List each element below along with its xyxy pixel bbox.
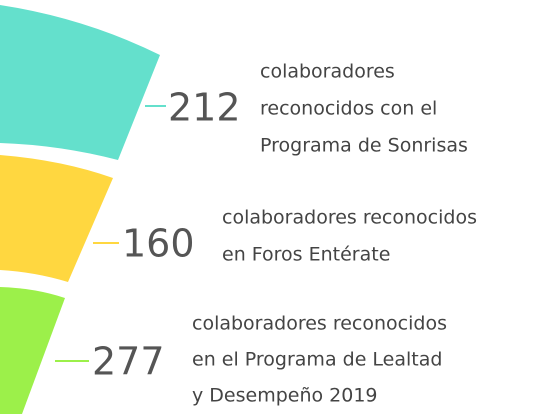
- description: en el Programa de Lealtad: [192, 349, 442, 371]
- yellow-segment: [0, 155, 113, 282]
- description: reconocidos con el: [260, 98, 437, 120]
- count: 277: [92, 340, 165, 384]
- count: 212: [168, 86, 241, 130]
- description: Programa de Sonrisas: [260, 135, 468, 157]
- description: colaboradores: [260, 61, 395, 83]
- teal-segment: [0, 5, 160, 160]
- description: en Foros Entérate: [222, 244, 390, 266]
- count: 160: [122, 222, 195, 266]
- description: colaboradores reconocidos: [192, 313, 447, 335]
- green-segment: [0, 287, 65, 414]
- description: colaboradores reconocidos: [222, 207, 477, 229]
- description: y Desempeño 2019: [192, 385, 378, 407]
